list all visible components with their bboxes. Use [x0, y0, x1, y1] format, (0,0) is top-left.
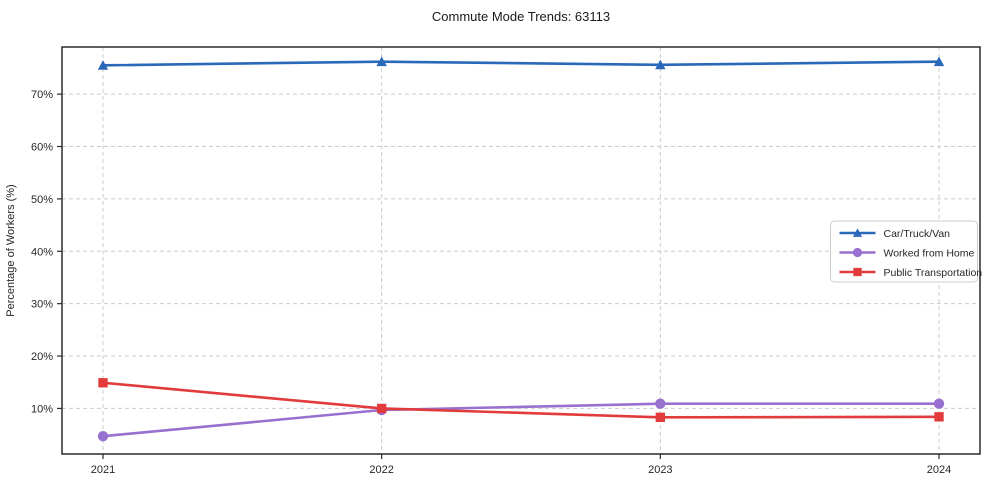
circle-marker	[97, 430, 109, 442]
square-marker	[376, 403, 387, 414]
series-line-car-truck-van	[102, 60, 940, 67]
y-tick-label: 10%	[31, 403, 53, 415]
legend-label: Public Transportation	[884, 267, 983, 279]
y-tick-label: 40%	[31, 246, 53, 258]
circle-marker	[852, 247, 863, 258]
legend-item: Worked from Home	[839, 247, 975, 259]
y-axis-label: Percentage of Workers (%)	[5, 184, 17, 316]
x-tick-label: 2024	[927, 464, 951, 476]
x-tick-label: 2021	[91, 464, 115, 476]
legend-box	[830, 220, 978, 283]
plot-border	[61, 46, 981, 455]
series-line-public-transportation	[102, 381, 940, 419]
triangle-marker	[376, 56, 387, 67]
x-tick-label: 2022	[369, 464, 393, 476]
triangle-marker	[852, 228, 863, 237]
series-public-transportation	[98, 378, 944, 423]
square-marker	[934, 412, 944, 422]
legend-item: Public Transportation	[839, 267, 983, 279]
legend-item: Car/Truck/Van	[839, 228, 951, 240]
square-marker	[853, 267, 862, 277]
triangle-marker	[655, 59, 666, 70]
series-worked-from-home	[97, 398, 945, 442]
x-tick-label: 2023	[648, 464, 672, 476]
square-marker	[98, 378, 108, 388]
y-tick-label: 70%	[31, 89, 53, 101]
legend-label: Car/Truck/Van	[884, 228, 951, 240]
y-tick-label: 20%	[31, 351, 53, 363]
y-tick-label: 30%	[31, 299, 53, 311]
chart-title: Commute Mode Trends: 63113	[432, 9, 610, 24]
square-marker	[655, 412, 666, 423]
series-line-worked-from-home	[102, 402, 939, 438]
circle-marker	[933, 398, 945, 409]
y-tick-label: 60%	[31, 142, 53, 154]
series-car-truck-van	[97, 56, 945, 70]
circle-marker	[655, 398, 666, 409]
triangle-marker	[933, 56, 945, 67]
legend-label: Worked from Home	[884, 247, 975, 259]
triangle-marker	[97, 60, 109, 70]
legend: Car/Truck/Van Worked from Home Public Tran…	[830, 220, 983, 283]
y-tick-label: 50%	[31, 194, 53, 206]
